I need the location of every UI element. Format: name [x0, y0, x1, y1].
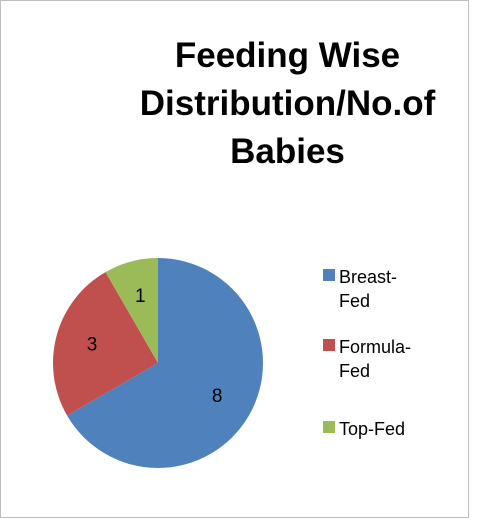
data-label: 8 [212, 386, 223, 407]
chart-title: Feeding Wise Distribution/No.of Babies [139, 36, 436, 171]
legend-label: Formula-Fed [339, 337, 412, 381]
legend-entry: Top-Fed [323, 417, 425, 441]
legend-entry: Breast-Fed [323, 265, 425, 313]
data-label: 3 [87, 334, 98, 355]
data-label: 1 [135, 286, 146, 307]
legend-swatch [323, 269, 335, 281]
legend-label: Top-Fed [339, 419, 406, 439]
legend-label: Breast-Fed [339, 267, 398, 311]
legend-swatch [323, 421, 335, 433]
pie-slice [105, 258, 158, 363]
legend-entry: Formula-Fed [323, 335, 425, 383]
pie-slice [67, 258, 264, 468]
pie-slice [52, 272, 158, 416]
legend-swatch [323, 339, 335, 351]
chart-frame [0, 0, 469, 518]
